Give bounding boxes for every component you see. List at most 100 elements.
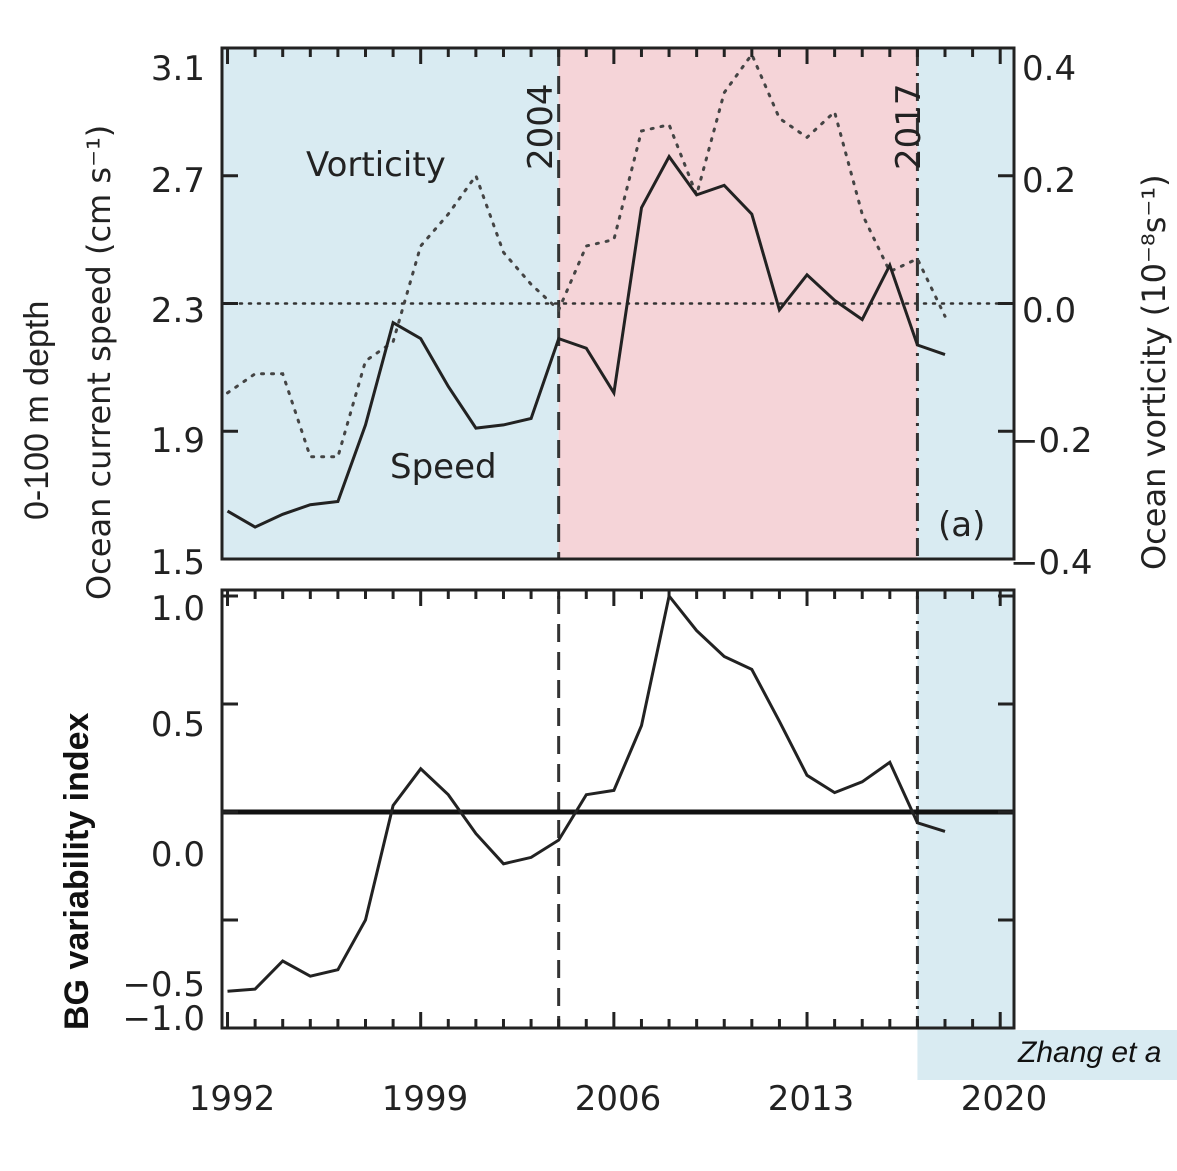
- ylabel-right: Ocean vorticity (10⁻⁸s⁻¹): [1135, 174, 1173, 570]
- bg-index-point: [530, 856, 533, 859]
- speed-line: [226, 153, 946, 529]
- speed-point: [640, 206, 643, 209]
- ytick-label: −1.0: [122, 999, 205, 1039]
- vorticity-point: [226, 391, 229, 394]
- ytick-left-label: 3.1: [151, 49, 205, 89]
- vorticity-point: [806, 136, 809, 139]
- bg-index-point: [447, 793, 450, 796]
- vorticity-point: [530, 283, 533, 286]
- speed-point: [447, 385, 450, 388]
- vorticity-point: [861, 213, 864, 216]
- ytick-right-label: −0.2: [1010, 421, 1093, 461]
- vorticity-point: [557, 308, 560, 311]
- vorticity-point: [585, 245, 588, 248]
- ytick-left-label: 1.5: [151, 543, 205, 583]
- speed-point: [944, 353, 947, 356]
- bg-index-point: [585, 793, 588, 796]
- vorticity-point: [336, 455, 339, 458]
- vorticity-point: [419, 245, 422, 248]
- ytick-left-label: 2.3: [151, 291, 205, 331]
- vorticity-point: [695, 193, 698, 196]
- vorticity-point: [364, 359, 367, 362]
- speed-point: [474, 427, 477, 430]
- speed-point: [750, 213, 753, 216]
- bg-index-line: [227, 592, 946, 993]
- bg-index-point: [309, 975, 312, 978]
- speed-point: [778, 308, 781, 311]
- speed-point: [585, 347, 588, 350]
- vorticity-point: [833, 110, 836, 113]
- speed-point: [392, 321, 395, 324]
- citation-text: Zhang et a: [1017, 1036, 1161, 1069]
- speed-point: [668, 155, 671, 158]
- vorticity-point: [502, 251, 505, 254]
- bg-index-point: [833, 791, 836, 794]
- label-2017: 2017: [889, 83, 929, 170]
- vorticity-point: [474, 174, 477, 177]
- bg-index-point: [281, 960, 284, 963]
- speed-point: [226, 510, 229, 513]
- bg-index-point: [888, 761, 891, 764]
- bg-index-point: [750, 668, 753, 671]
- ytick-label: 0.0: [151, 835, 205, 875]
- ytick-right-label: 0.0: [1022, 291, 1076, 331]
- speed-point: [612, 391, 615, 394]
- panel-a-ticks: [222, 46, 1014, 561]
- xtick-label: 2013: [768, 1079, 855, 1119]
- vorticity-point: [944, 315, 947, 318]
- vorticity-point: [916, 257, 919, 260]
- bg-index-point: [364, 919, 367, 922]
- ylabel-depth: 0-100 m depth: [18, 301, 56, 520]
- bg-index-point: [557, 839, 560, 842]
- speed-point: [502, 423, 505, 426]
- ytick-right-label: 0.2: [1022, 161, 1076, 201]
- speed-point: [723, 184, 726, 187]
- vorticity-point: [778, 117, 781, 120]
- vorticity-point: [309, 455, 312, 458]
- ytick-label: 0.5: [151, 705, 205, 745]
- vorticity-point: [254, 372, 257, 375]
- vorticity-point: [612, 238, 615, 241]
- bg-index-point: [392, 804, 395, 807]
- panel-a: Vorticity Speed 2004 2017 (a) 3.1 2.7 2.…: [18, 46, 1173, 600]
- label-2004: 2004: [521, 83, 561, 170]
- bg-index-point: [695, 629, 698, 632]
- speed-point: [888, 264, 891, 267]
- xtick-label: 1999: [382, 1079, 469, 1119]
- vorticity-point: [640, 130, 643, 133]
- ytick-label: −0.5: [122, 965, 205, 1005]
- vorticity-point: [447, 213, 450, 216]
- ytick-right-label: 0.4: [1022, 49, 1076, 89]
- bg-index-point: [640, 724, 643, 727]
- bg-index-point: [778, 720, 781, 723]
- bg-index-point: [806, 774, 809, 777]
- panel-b-frame: [220, 588, 1016, 1030]
- speed-point: [806, 273, 809, 276]
- speed-point: [916, 344, 919, 347]
- panel-b: 1.0 0.5 0.0 −0.5 −1.0 1992 1999 2006 201…: [58, 588, 1048, 1119]
- ytick-left-label: 1.9: [151, 421, 205, 461]
- bg-index-point: [419, 767, 422, 770]
- bg-index-point: [612, 789, 615, 792]
- bg-index-point: [944, 830, 947, 833]
- speed-point: [281, 513, 284, 516]
- bg-index-point: [254, 988, 257, 991]
- ytick-left-label: 2.7: [151, 161, 205, 201]
- xtick-label: 2020: [961, 1079, 1048, 1119]
- bg-index-points: [226, 595, 946, 993]
- speed-point: [254, 526, 257, 529]
- panel-b-ticks: [222, 590, 1014, 1030]
- panel-a-label: (a): [938, 505, 985, 545]
- speed-point: [364, 423, 367, 426]
- speed-point: [309, 503, 312, 506]
- label-vorticity: Vorticity: [306, 145, 446, 185]
- speed-point: [419, 337, 422, 340]
- ytick-label: 1.0: [151, 589, 205, 629]
- label-speed: Speed: [390, 447, 497, 487]
- shade-post-2017-b: [917, 590, 1014, 1080]
- bg-index-point: [474, 832, 477, 835]
- vorticity-point: [723, 91, 726, 94]
- bg-index-point: [723, 655, 726, 658]
- vorticity-line: [226, 51, 947, 459]
